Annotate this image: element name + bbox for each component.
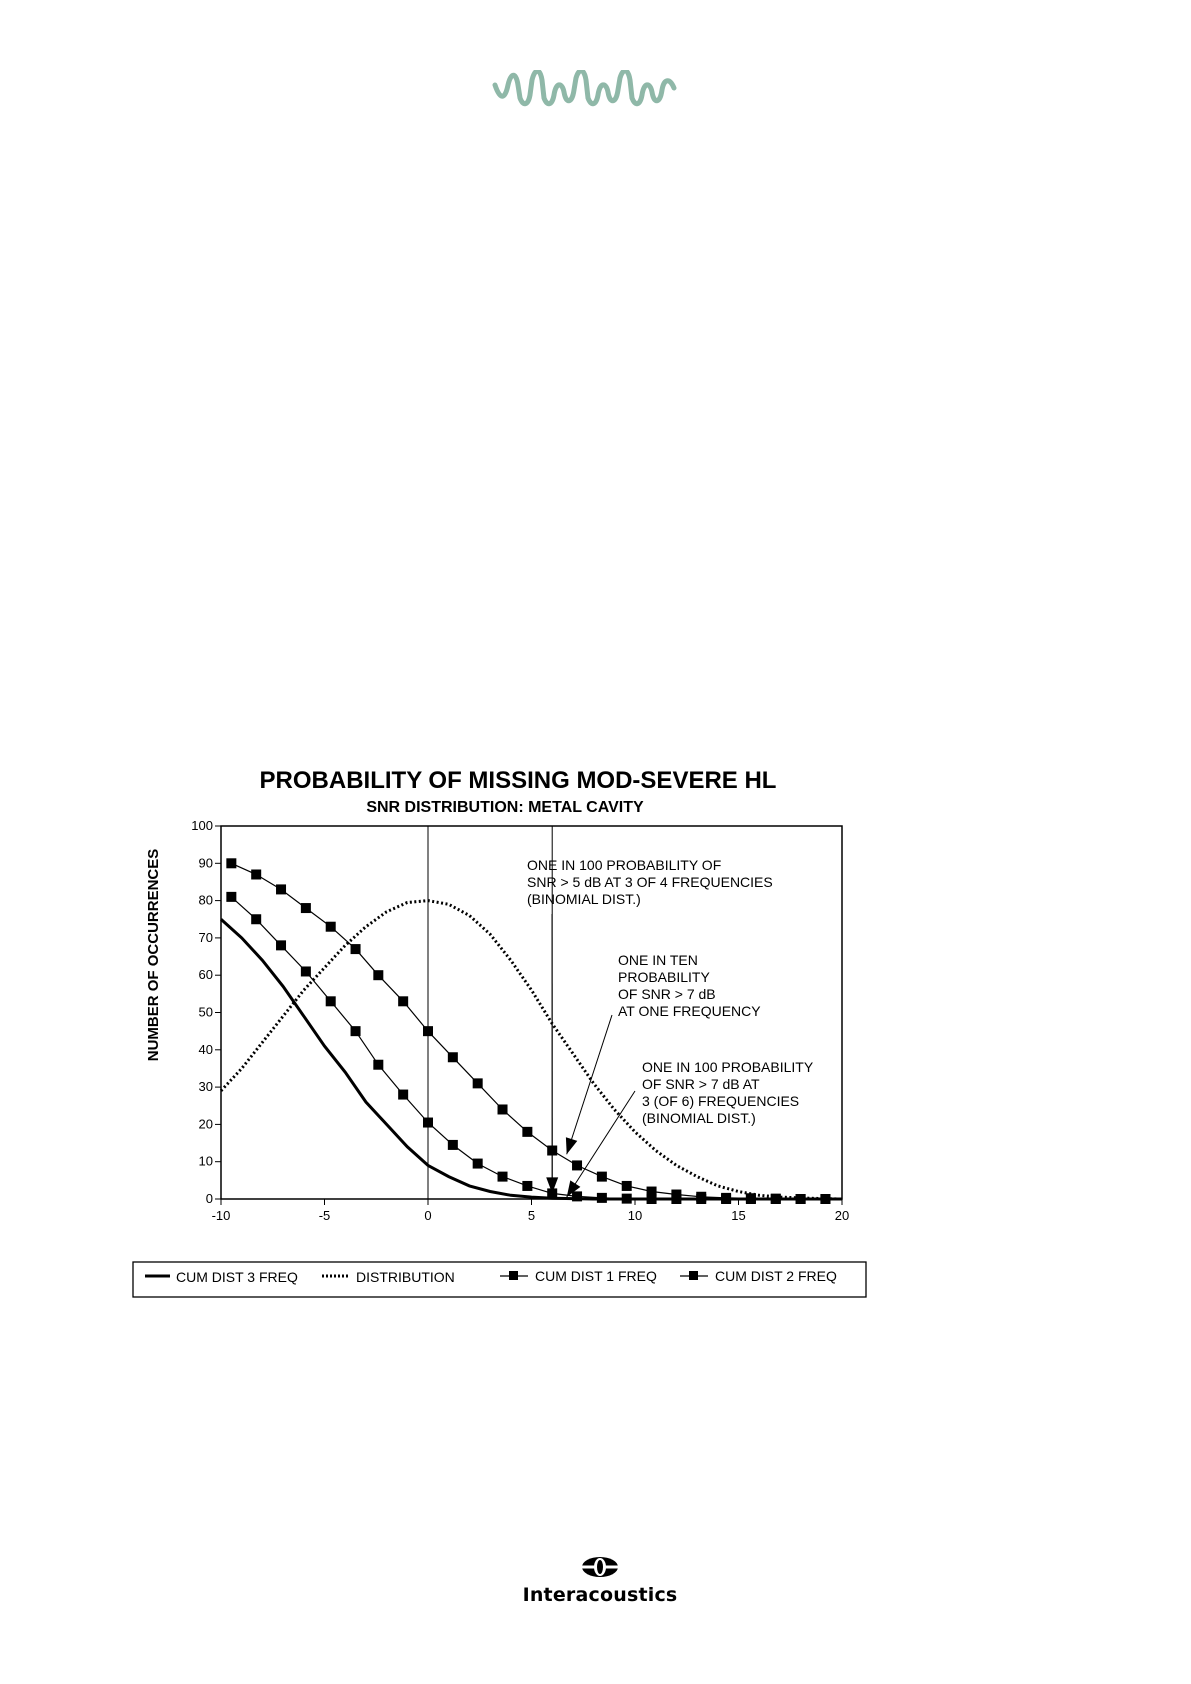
legend-label-cum-dist-3: CUM DIST 3 FREQ — [176, 1269, 298, 1285]
annotation-text: (BINOMIAL DIST.) — [527, 891, 641, 907]
annotation-text: ONE IN 100 PROBABILITY — [642, 1059, 814, 1075]
y-tick-label: 0 — [206, 1191, 213, 1206]
legend-label-cum-dist-1: CUM DIST 1 FREQ — [535, 1268, 657, 1284]
data-point-cum-dist-1-freq — [300, 903, 311, 914]
data-point-cum-dist-2-freq — [795, 1194, 806, 1204]
data-point-cum-dist-1-freq — [251, 869, 262, 880]
data-point-cum-dist-2-freq — [820, 1194, 831, 1204]
data-point-cum-dist-1-freq — [276, 884, 287, 895]
data-point-cum-dist-2-freq — [251, 914, 262, 925]
data-point-cum-dist-2-freq — [398, 1089, 409, 1100]
data-point-cum-dist-2-freq — [745, 1194, 756, 1204]
legend-box — [132, 1261, 867, 1298]
annotation-text: AT ONE FREQUENCY — [618, 1003, 761, 1019]
data-point-cum-dist-2-freq — [226, 891, 237, 902]
annotation-arrowhead — [546, 1177, 559, 1194]
y-tick-label: 90 — [199, 855, 213, 870]
data-point-cum-dist-2-freq — [447, 1139, 458, 1150]
annotation-arrowhead — [565, 1137, 578, 1155]
data-point-cum-dist-1-freq — [447, 1052, 458, 1063]
data-point-cum-dist-1-freq — [522, 1126, 533, 1137]
data-point-cum-dist-2-freq — [373, 1059, 384, 1070]
x-tick-label: 5 — [528, 1208, 535, 1223]
annotation-text: PROBABILITY — [618, 969, 710, 985]
data-point-cum-dist-2-freq — [696, 1194, 707, 1204]
x-tick-label: 15 — [731, 1208, 745, 1223]
chart-title: PROBABILITY OF MISSING MOD-SEVERE HL — [260, 767, 777, 794]
footer-logo: Interacoustics — [490, 1555, 710, 1615]
x-tick-label: 0 — [424, 1208, 431, 1223]
legend-marker-cum-dist-1 — [509, 1271, 518, 1280]
x-tick-label: -5 — [319, 1208, 331, 1223]
data-point-cum-dist-1-freq — [423, 1026, 433, 1037]
annotation-text: (BINOMIAL DIST.) — [642, 1110, 756, 1126]
chart-subtitle: SNR DISTRIBUTION: METAL CAVITY — [366, 799, 644, 816]
data-point-cum-dist-2-freq — [325, 996, 336, 1007]
annotation-arrow — [566, 1090, 636, 1198]
data-point-cum-dist-2-freq — [671, 1194, 682, 1204]
series-line-cum-dist-3-freq — [219, 918, 842, 1201]
data-point-cum-dist-1-freq — [398, 996, 409, 1007]
series-layer — [219, 858, 843, 1204]
data-point-cum-dist-1-freq — [472, 1078, 483, 1089]
y-axis: 0 10 20 30 40 50 60 70 80 90 100 — [191, 818, 221, 1206]
y-tick-label: 20 — [199, 1116, 213, 1131]
annotation-text: OF SNR > 7 dB AT — [642, 1076, 760, 1092]
annotation-text: SNR > 5 dB AT 3 OF 4 FREQUENCIES — [527, 874, 773, 890]
y-tick-label: 60 — [199, 967, 213, 982]
series-line-distribution — [219, 899, 843, 1201]
annotation-text: ONE IN TEN — [618, 952, 698, 968]
annotation-arrow — [566, 1014, 613, 1155]
data-point-cum-dist-1-freq — [350, 944, 361, 955]
x-tick-label: 20 — [835, 1208, 849, 1223]
data-point-cum-dist-1-freq — [325, 921, 336, 932]
wave-logo-icon — [492, 70, 677, 107]
data-point-cum-dist-2-freq — [522, 1180, 533, 1191]
data-point-cum-dist-1-freq — [373, 970, 384, 981]
y-tick-label: 100 — [191, 818, 213, 833]
y-tick-label: 50 — [199, 1005, 213, 1020]
y-tick-label: 40 — [199, 1042, 213, 1057]
legend-label-distribution: DISTRIBUTION — [356, 1269, 455, 1285]
x-tick-label: -10 — [212, 1208, 231, 1223]
y-tick-label: 70 — [199, 930, 213, 945]
y-tick-label: 30 — [199, 1079, 213, 1094]
data-point-cum-dist-1-freq — [572, 1160, 583, 1171]
data-point-cum-dist-1-freq — [646, 1186, 657, 1197]
data-point-cum-dist-2-freq — [770, 1194, 781, 1204]
data-point-cum-dist-2-freq — [350, 1026, 361, 1037]
footer-brand: Interacoustics — [522, 1584, 678, 1606]
y-tick-label: 80 — [199, 893, 213, 908]
legend-marker-cum-dist-2 — [689, 1271, 698, 1280]
data-point-cum-dist-2-freq — [276, 940, 287, 951]
legend-label-cum-dist-2: CUM DIST 2 FREQ — [715, 1268, 837, 1284]
data-point-cum-dist-2-freq — [646, 1194, 657, 1204]
y-axis-label: NUMBER OF OCCURRENCES — [145, 849, 162, 1062]
data-point-cum-dist-2-freq — [300, 966, 311, 977]
annotation-arrowhead — [566, 1180, 581, 1198]
annotation-text: OF SNR > 7 dB — [618, 986, 716, 1002]
data-point-cum-dist-1-freq — [226, 858, 237, 869]
annotation-text: 3 (OF 6) FREQUENCIES — [642, 1093, 799, 1109]
data-point-cum-dist-1-freq — [497, 1104, 508, 1115]
data-point-cum-dist-2-freq — [721, 1194, 732, 1204]
series-line-cum-dist-1-freq — [231, 862, 826, 1200]
data-point-cum-dist-2-freq — [572, 1191, 583, 1202]
series-line-cum-dist-2-freq — [230, 896, 826, 1200]
data-point-cum-dist-1-freq — [621, 1180, 632, 1191]
data-point-cum-dist-2-freq — [497, 1171, 508, 1182]
data-point-cum-dist-2-freq — [472, 1158, 483, 1169]
x-tick-label: 10 — [628, 1208, 642, 1223]
data-point-cum-dist-2-freq — [423, 1117, 433, 1128]
annotation-text: ONE IN 100 PROBABILITY OF — [527, 857, 721, 873]
data-point-cum-dist-1-freq — [596, 1171, 607, 1182]
y-tick-label: 10 — [199, 1154, 213, 1169]
data-point-cum-dist-2-freq — [621, 1193, 632, 1204]
globe-logo-icon — [582, 1557, 618, 1577]
data-point-cum-dist-2-freq — [596, 1192, 607, 1203]
